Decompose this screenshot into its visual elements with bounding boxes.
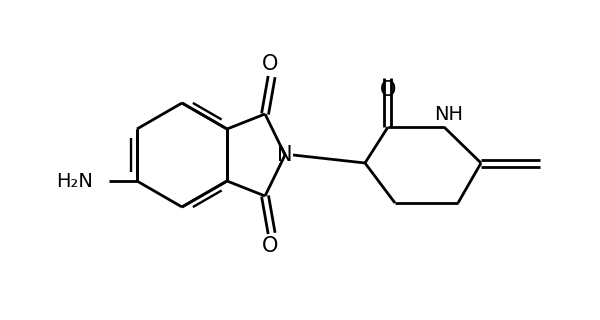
Text: O: O (380, 80, 396, 100)
Text: O: O (262, 236, 278, 256)
Text: N: N (277, 145, 293, 165)
Text: H₂N: H₂N (56, 172, 93, 190)
Text: O: O (262, 53, 278, 74)
Text: NH: NH (434, 105, 463, 124)
